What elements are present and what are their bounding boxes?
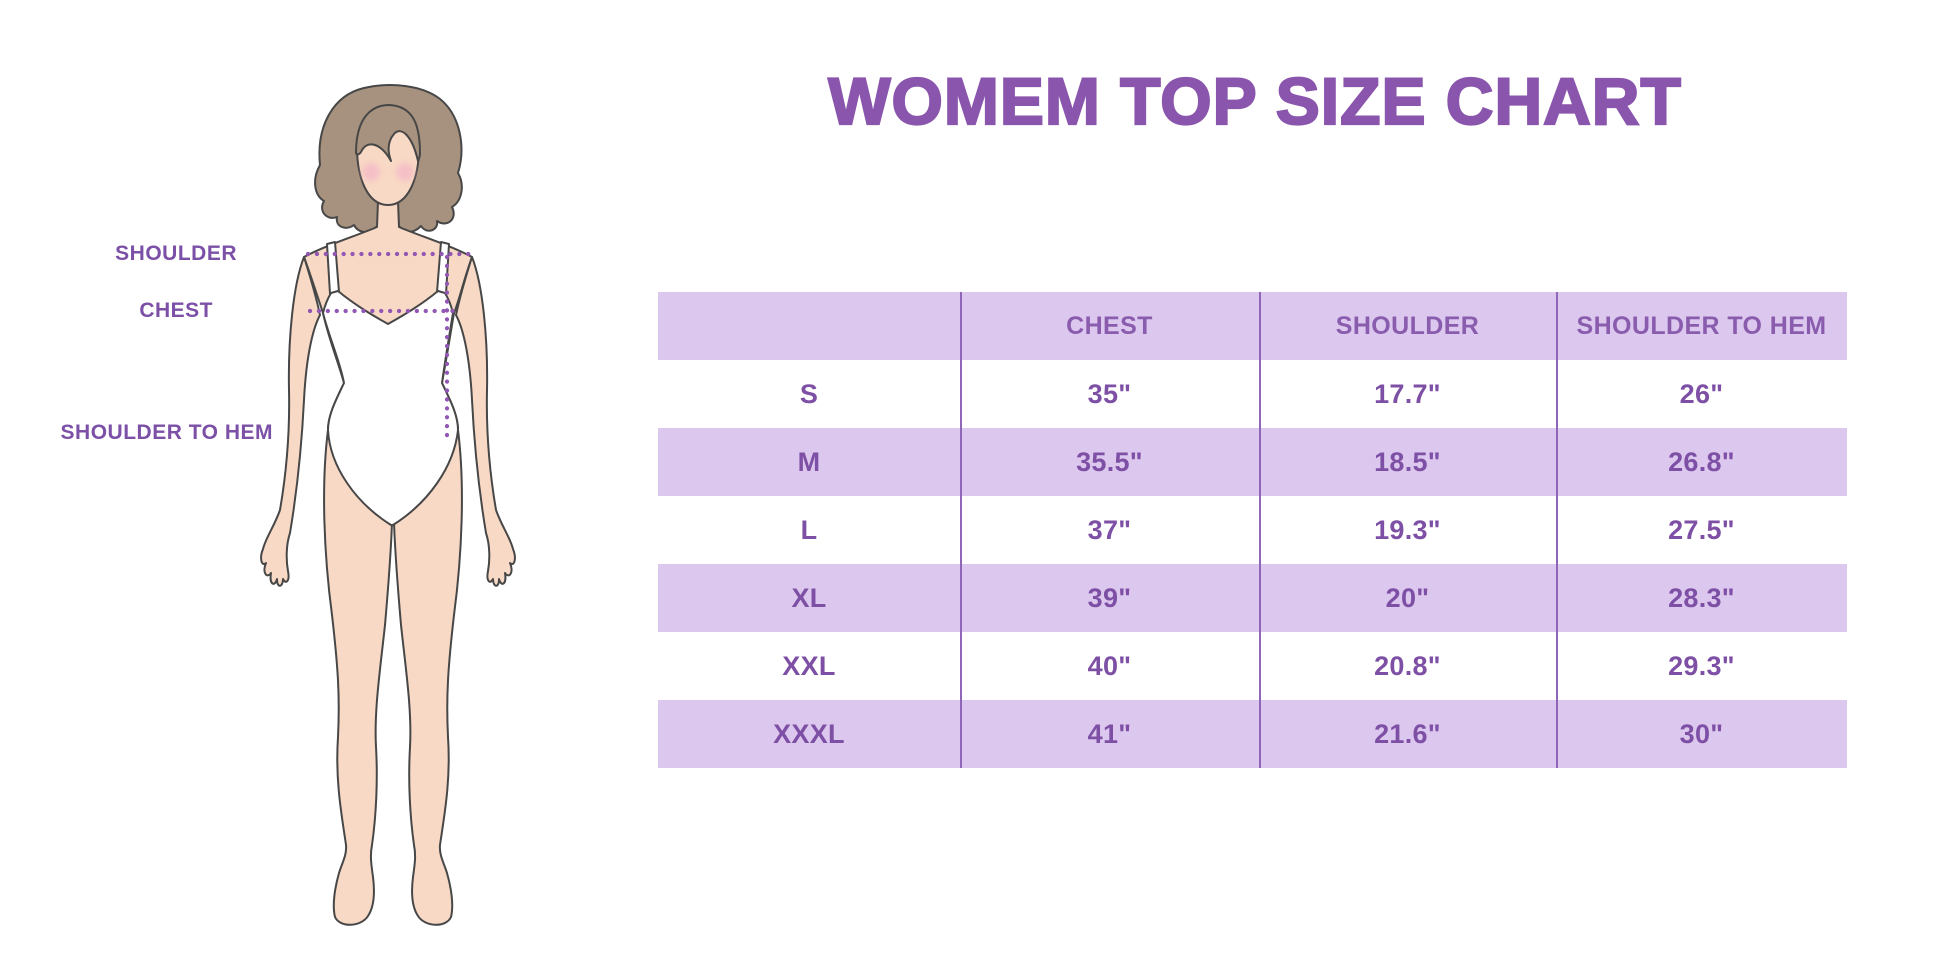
- column-divider: [1556, 292, 1558, 768]
- measurement-cell: 20": [1385, 582, 1430, 613]
- table-row-m: M 35.5" 18.5" 26.8": [658, 428, 1847, 496]
- woman-figure-illustration: [228, 55, 558, 945]
- measurement-cell: 21.6": [1374, 718, 1441, 749]
- page-title: WOMEM TOP SIZE CHART: [827, 64, 1682, 138]
- table-row-xxxl: XXXL 41" 21.6" 30": [658, 700, 1847, 768]
- measurement-cell: 26.8": [1668, 446, 1735, 477]
- column-divider: [960, 292, 962, 768]
- measurement-cell: 40": [1087, 650, 1132, 681]
- size-cell: XL: [791, 582, 827, 613]
- size-cell: XXXL: [773, 718, 845, 749]
- table-header-row: CHEST SHOULDER SHOULDER TO HEM: [658, 292, 1847, 360]
- right-cheek-blush: [396, 163, 414, 181]
- right-arm: [455, 256, 516, 587]
- column-header-chest: CHEST: [1066, 311, 1153, 340]
- hair-bangs: [355, 104, 421, 162]
- measurement-cell: 20.8": [1374, 650, 1441, 681]
- size-cell: L: [800, 514, 818, 545]
- left-cheek-blush: [362, 163, 380, 181]
- measurement-cell: 29.3": [1668, 650, 1735, 681]
- size-table: CHEST SHOULDER SHOULDER TO HEM S 35" 17.…: [658, 292, 1847, 768]
- table-row-s: S 35" 17.7" 26": [658, 360, 1847, 428]
- column-divider: [1259, 292, 1261, 768]
- measurement-cell: 30": [1679, 718, 1724, 749]
- measurement-cell: 41": [1087, 718, 1132, 749]
- size-column-header: [658, 292, 960, 360]
- table-row-xl: XL 39" 20" 28.3": [658, 564, 1847, 632]
- measurement-cell: 28.3": [1668, 582, 1735, 613]
- shoulder-to-hem-measure-label: SHOULDER TO HEM: [60, 421, 273, 444]
- table-row-xxl: XXL 40" 20.8" 29.3": [658, 632, 1847, 700]
- size-cell: M: [797, 446, 821, 477]
- column-header-shoulder-to-hem: SHOULDER TO HEM: [1576, 311, 1827, 340]
- measurement-cell: 27.5": [1668, 514, 1735, 545]
- shoulder-measure-label: SHOULDER: [115, 242, 237, 265]
- measurement-cell: 39": [1087, 582, 1132, 613]
- measurement-cell: 19.3": [1374, 514, 1441, 545]
- size-cell: XXL: [782, 650, 836, 681]
- bodysuit: [322, 290, 459, 526]
- column-header-shoulder: SHOULDER: [1335, 311, 1480, 340]
- measurement-cell: 35.5": [1076, 446, 1143, 477]
- measurement-cell: 18.5": [1374, 446, 1441, 477]
- table-row-l: L 37" 19.3" 27.5": [658, 496, 1847, 564]
- woman-figure-svg: [260, 84, 516, 926]
- left-arm: [260, 256, 321, 587]
- measurement-cell: 17.7": [1374, 378, 1441, 409]
- chest-measure-label: CHEST: [139, 299, 213, 322]
- measurement-cell: 26": [1679, 378, 1724, 409]
- size-cell: S: [799, 378, 819, 409]
- measurement-cell: 35": [1087, 378, 1132, 409]
- measurement-cell: 37": [1087, 514, 1132, 545]
